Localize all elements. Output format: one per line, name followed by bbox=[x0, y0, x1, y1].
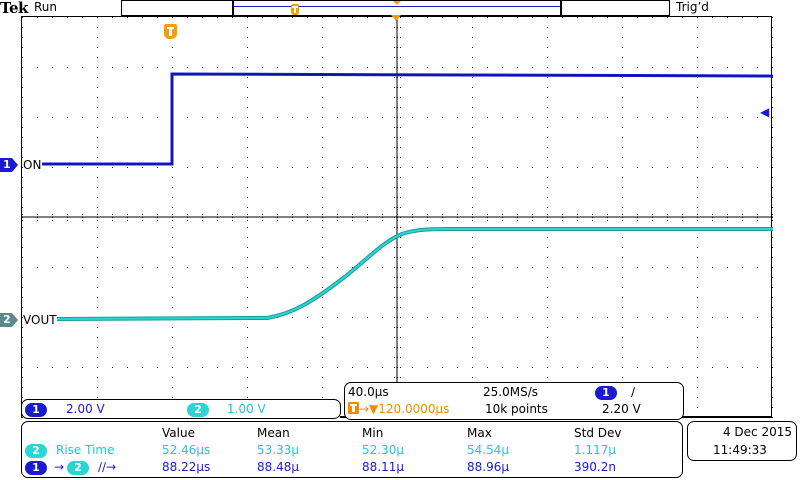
meas-header-mean: Mean bbox=[257, 426, 290, 440]
trigger-slope-icon: ∕ bbox=[631, 385, 636, 399]
meas2-value: 88.22µs bbox=[162, 460, 211, 474]
record-center-marker-icon bbox=[393, 1, 401, 5]
meas1-min: 52.30µ bbox=[362, 443, 404, 457]
record-length: 10k points bbox=[485, 402, 548, 416]
ch2-label: VOUT bbox=[23, 313, 57, 327]
meas1-max: 54.54µ bbox=[467, 443, 509, 457]
meas-header-value: Value bbox=[162, 426, 195, 440]
ch2-scale: 1.00 V bbox=[227, 402, 266, 416]
horizontal-trigger-panel[interactable]: 40.0µs 25.0MS/s 1 ∕ →▼120.0000µs 10k poi… bbox=[344, 382, 684, 420]
ch1-trace bbox=[42, 72, 773, 166]
meas2-arrow-icon: → bbox=[54, 460, 65, 474]
graticule-svg bbox=[22, 17, 773, 419]
record-view-window[interactable] bbox=[232, 0, 562, 16]
meas2-max: 88.96µ bbox=[467, 460, 509, 474]
meas1-stddev: 1.117µ bbox=[574, 443, 616, 457]
date: 4 Dec 2015 bbox=[722, 425, 792, 439]
meas2-name: ∕∕→ bbox=[98, 460, 117, 474]
vertical-scale-panel[interactable]: 1 2.00 V 2 1.00 V bbox=[21, 399, 341, 419]
trigger-position-marker-icon[interactable] bbox=[391, 15, 401, 21]
meas-header-min: Min bbox=[362, 426, 384, 440]
ch1-badge[interactable]: 1 bbox=[25, 403, 47, 417]
acquisition-status: Run bbox=[34, 0, 58, 14]
meas2-stddev: 390.2n bbox=[574, 460, 616, 474]
waveform-graticule[interactable] bbox=[21, 16, 773, 419]
ch2-badge[interactable]: 2 bbox=[187, 403, 209, 417]
time: 11:49:33 bbox=[713, 443, 767, 457]
sample-rate: 25.0MS/s bbox=[483, 385, 538, 399]
tek-logo: Tek bbox=[0, 0, 28, 17]
trigger-level-arrow-icon[interactable]: ◀ bbox=[760, 105, 770, 119]
record-trigger-icon bbox=[291, 4, 299, 15]
meas1-mean: 53.33µ bbox=[257, 443, 299, 457]
meas-header-max: Max bbox=[467, 426, 492, 440]
meas2-mean: 88.48µ bbox=[257, 460, 299, 474]
datetime-panel: 4 Dec 2015 11:49:33 bbox=[687, 421, 797, 461]
ch1-scale: 2.00 V bbox=[66, 402, 105, 416]
ch2-trace bbox=[56, 227, 773, 321]
measurements-panel[interactable]: Value Mean Min Max Std Dev 2 Rise Time 5… bbox=[21, 421, 683, 478]
meas2-source-badge: 1 bbox=[25, 461, 47, 475]
trigger-level: 2.20 V bbox=[602, 402, 641, 416]
trigger-source-badge[interactable]: 1 bbox=[595, 386, 617, 400]
meas1-value: 52.46µs bbox=[162, 443, 211, 457]
meas-header-stddev: Std Dev bbox=[574, 426, 622, 440]
trigger-delay-value: →▼120.0000µs bbox=[359, 402, 450, 416]
meas1-source-badge: 2 bbox=[25, 444, 47, 458]
ch1-ground-marker[interactable]: 1 bbox=[0, 158, 18, 172]
ch1-label: ON bbox=[23, 158, 42, 172]
trigger-delay: →▼120.0000µs bbox=[348, 402, 449, 416]
trigger-status: Trig’d bbox=[676, 0, 709, 14]
trigger-t-icon bbox=[348, 402, 359, 414]
meas2-min: 88.11µ bbox=[362, 460, 404, 474]
ch2-ground-marker[interactable]: 2 bbox=[0, 313, 18, 327]
record-waveform-line bbox=[234, 6, 560, 7]
meas2-target-badge: 2 bbox=[67, 461, 89, 475]
meas1-name: Rise Time bbox=[56, 443, 115, 457]
time-per-div: 40.0µs bbox=[348, 385, 389, 399]
trigger-point-icon[interactable] bbox=[164, 24, 177, 39]
